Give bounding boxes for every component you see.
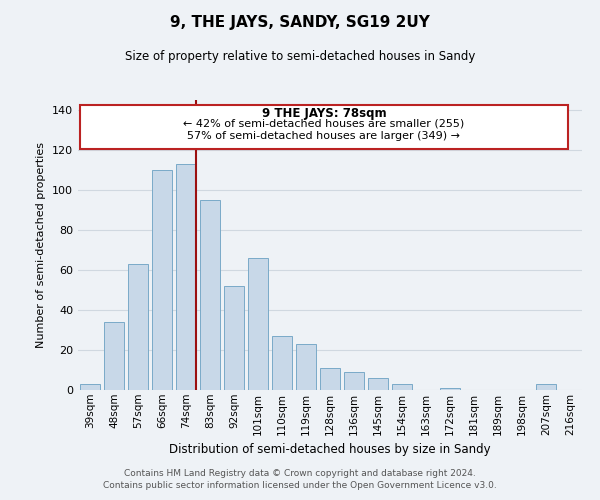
Bar <box>392 384 412 390</box>
Bar <box>248 258 268 390</box>
Text: 57% of semi-detached houses are larger (349) →: 57% of semi-detached houses are larger (… <box>187 131 461 141</box>
Text: Contains public sector information licensed under the Open Government Licence v3: Contains public sector information licen… <box>103 481 497 490</box>
Bar <box>200 200 220 390</box>
Text: Contains HM Land Registry data © Crown copyright and database right 2024.: Contains HM Land Registry data © Crown c… <box>124 468 476 477</box>
Bar <box>128 264 148 390</box>
Bar <box>80 384 100 390</box>
FancyBboxPatch shape <box>80 105 568 149</box>
Bar <box>320 368 340 390</box>
Bar <box>224 286 244 390</box>
Bar <box>152 170 172 390</box>
Bar <box>272 336 292 390</box>
Text: Size of property relative to semi-detached houses in Sandy: Size of property relative to semi-detach… <box>125 50 475 63</box>
X-axis label: Distribution of semi-detached houses by size in Sandy: Distribution of semi-detached houses by … <box>169 443 491 456</box>
Bar <box>296 344 316 390</box>
Y-axis label: Number of semi-detached properties: Number of semi-detached properties <box>37 142 46 348</box>
Text: ← 42% of semi-detached houses are smaller (255): ← 42% of semi-detached houses are smalle… <box>184 119 464 129</box>
Text: 9 THE JAYS: 78sqm: 9 THE JAYS: 78sqm <box>262 107 386 120</box>
Text: 9, THE JAYS, SANDY, SG19 2UY: 9, THE JAYS, SANDY, SG19 2UY <box>170 15 430 30</box>
Bar <box>440 388 460 390</box>
Bar <box>536 384 556 390</box>
Bar <box>368 378 388 390</box>
Bar <box>176 164 196 390</box>
Bar <box>344 372 364 390</box>
Bar <box>104 322 124 390</box>
